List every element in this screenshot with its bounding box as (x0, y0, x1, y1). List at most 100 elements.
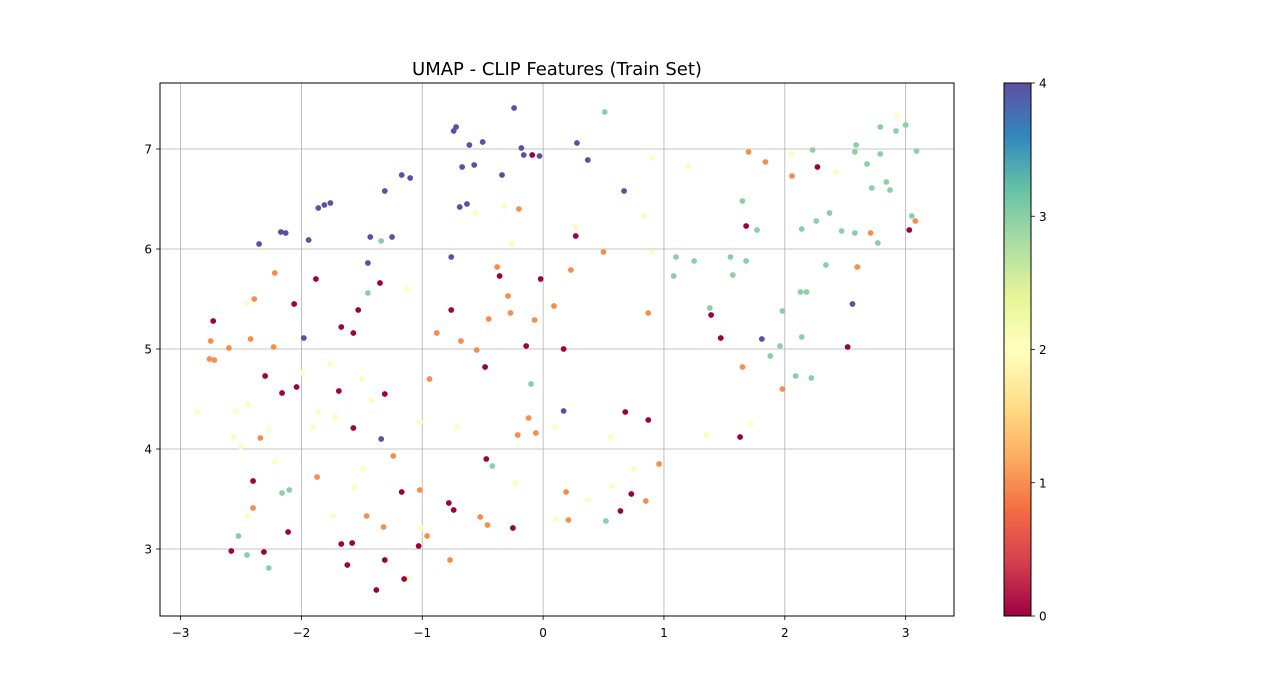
data-point (808, 375, 815, 381)
data-point (338, 324, 345, 330)
data-point (299, 370, 306, 376)
data-point (484, 522, 491, 528)
data-point (247, 336, 254, 342)
data-point (508, 241, 515, 247)
chart-title: UMAP - CLIP Features (Train Set) (412, 59, 702, 80)
data-point (364, 260, 371, 266)
data-point (329, 513, 336, 519)
data-point (472, 210, 479, 216)
data-point (584, 497, 591, 503)
data-point (244, 513, 250, 519)
data-point (809, 147, 816, 153)
data-point (601, 109, 608, 115)
data-point (335, 388, 342, 394)
data-point (279, 490, 285, 496)
data-point (398, 489, 405, 495)
data-point (312, 276, 319, 282)
data-point (523, 343, 530, 349)
data-point (641, 213, 648, 219)
data-point (537, 276, 544, 282)
data-point (338, 541, 345, 547)
data-point (748, 421, 754, 427)
data-point (792, 373, 799, 379)
data-point (743, 258, 750, 264)
data-point (743, 223, 750, 229)
data-point (708, 312, 714, 318)
data-point (906, 227, 913, 233)
data-point (621, 188, 627, 194)
data-point (291, 301, 298, 307)
data-point (230, 434, 237, 440)
axes-frame (159, 82, 955, 617)
colorbar-ticks: 0 1 2 3 4 (1031, 77, 1047, 624)
y-tick-label: 4 (144, 443, 152, 457)
data-point (225, 345, 232, 351)
data-point (194, 409, 201, 415)
data-point (536, 153, 543, 159)
data-point (244, 552, 250, 558)
data-point (622, 409, 629, 415)
data-point (355, 307, 362, 313)
data-point (381, 557, 388, 563)
data-point (531, 317, 538, 323)
data-point (271, 459, 278, 465)
data-point (729, 272, 736, 278)
data-point (473, 347, 480, 353)
data-point (496, 273, 503, 279)
data-point (838, 228, 845, 234)
data-point (293, 384, 300, 390)
data-point (448, 307, 455, 313)
data-point (377, 280, 383, 286)
data-point (466, 142, 473, 148)
colorbar-tick-label: 3 (1039, 210, 1047, 224)
data-point (797, 289, 804, 295)
data-point (398, 172, 405, 178)
data-point (368, 397, 375, 403)
data-point (779, 308, 786, 314)
data-point (739, 198, 746, 204)
data-point (584, 157, 591, 163)
data-point (363, 513, 370, 519)
x-axis: −3 −2 −1 0 1 2 3 (172, 616, 910, 640)
data-point (600, 249, 607, 255)
data-point (739, 364, 746, 370)
data-point (494, 264, 501, 270)
data-point (373, 587, 380, 593)
data-point (706, 305, 713, 311)
data-point (609, 483, 615, 489)
data-point (261, 549, 267, 555)
data-point (477, 514, 484, 520)
x-tick-label: 0 (539, 626, 547, 640)
data-point (358, 376, 365, 382)
data-point (250, 478, 256, 484)
data-point (350, 425, 357, 431)
data-point (453, 124, 459, 130)
data-point (450, 507, 457, 513)
x-tick-label: 3 (902, 626, 910, 640)
data-point (381, 188, 388, 194)
data-point (572, 224, 579, 230)
data-point (378, 238, 385, 244)
data-point (913, 148, 920, 154)
data-point (874, 240, 881, 246)
x-tick-label: −1 (413, 626, 431, 640)
data-point (745, 149, 752, 155)
data-point (315, 409, 322, 415)
data-point (257, 435, 264, 441)
data-point (407, 175, 414, 181)
data-point (244, 300, 250, 306)
data-point (572, 233, 579, 239)
data-point (251, 296, 258, 302)
data-point (378, 436, 385, 442)
scatter-points (194, 105, 920, 593)
data-point (908, 213, 915, 219)
data-point (256, 241, 262, 247)
data-point (238, 444, 244, 450)
data-point (483, 456, 490, 462)
colorbar-tick-label: 1 (1039, 476, 1047, 490)
data-point (777, 343, 783, 349)
data-point (321, 202, 328, 208)
data-point (314, 474, 321, 480)
data-point (458, 338, 464, 344)
data-point (364, 290, 371, 296)
